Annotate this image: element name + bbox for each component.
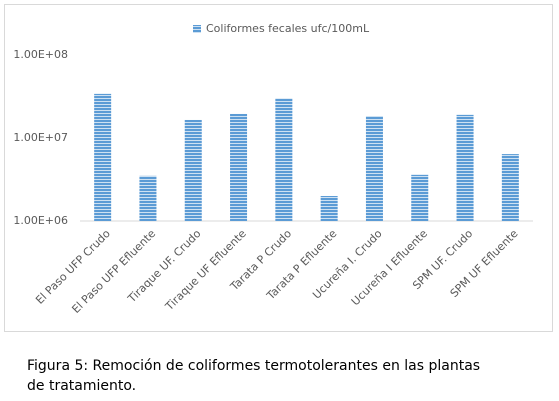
- bar: [184, 119, 202, 221]
- bar: [94, 93, 112, 221]
- x-tick-label: Tiraque UF Efluente: [162, 227, 249, 314]
- bar: [365, 116, 383, 221]
- bar: [139, 175, 157, 221]
- legend-swatch: [193, 25, 201, 33]
- x-tick-label: El Paso UFP Crudo: [33, 227, 113, 307]
- y-tick-label: 1.00E+08: [13, 48, 68, 61]
- y-tick-label: 1.00E+06: [13, 214, 68, 227]
- bar: [411, 174, 429, 221]
- bar: [456, 114, 474, 221]
- bar: [275, 98, 293, 221]
- x-tick-label: Ucureña I Efluente: [349, 227, 430, 308]
- y-tick-label: 1.00E+07: [13, 131, 68, 144]
- chart: Coliformes fecales ufc/100mL 1.00E+06 1.00…: [4, 4, 553, 332]
- bar: [320, 196, 338, 221]
- legend-label: Coliformes fecales ufc/100mL: [206, 22, 370, 35]
- x-tick-label: El Paso UFP Efluente: [69, 227, 158, 316]
- chart-border: [4, 4, 553, 332]
- bar: [230, 113, 248, 221]
- figure-caption: Figura 5: Remoción de coliformes termoto…: [27, 358, 481, 394]
- bar: [501, 154, 519, 221]
